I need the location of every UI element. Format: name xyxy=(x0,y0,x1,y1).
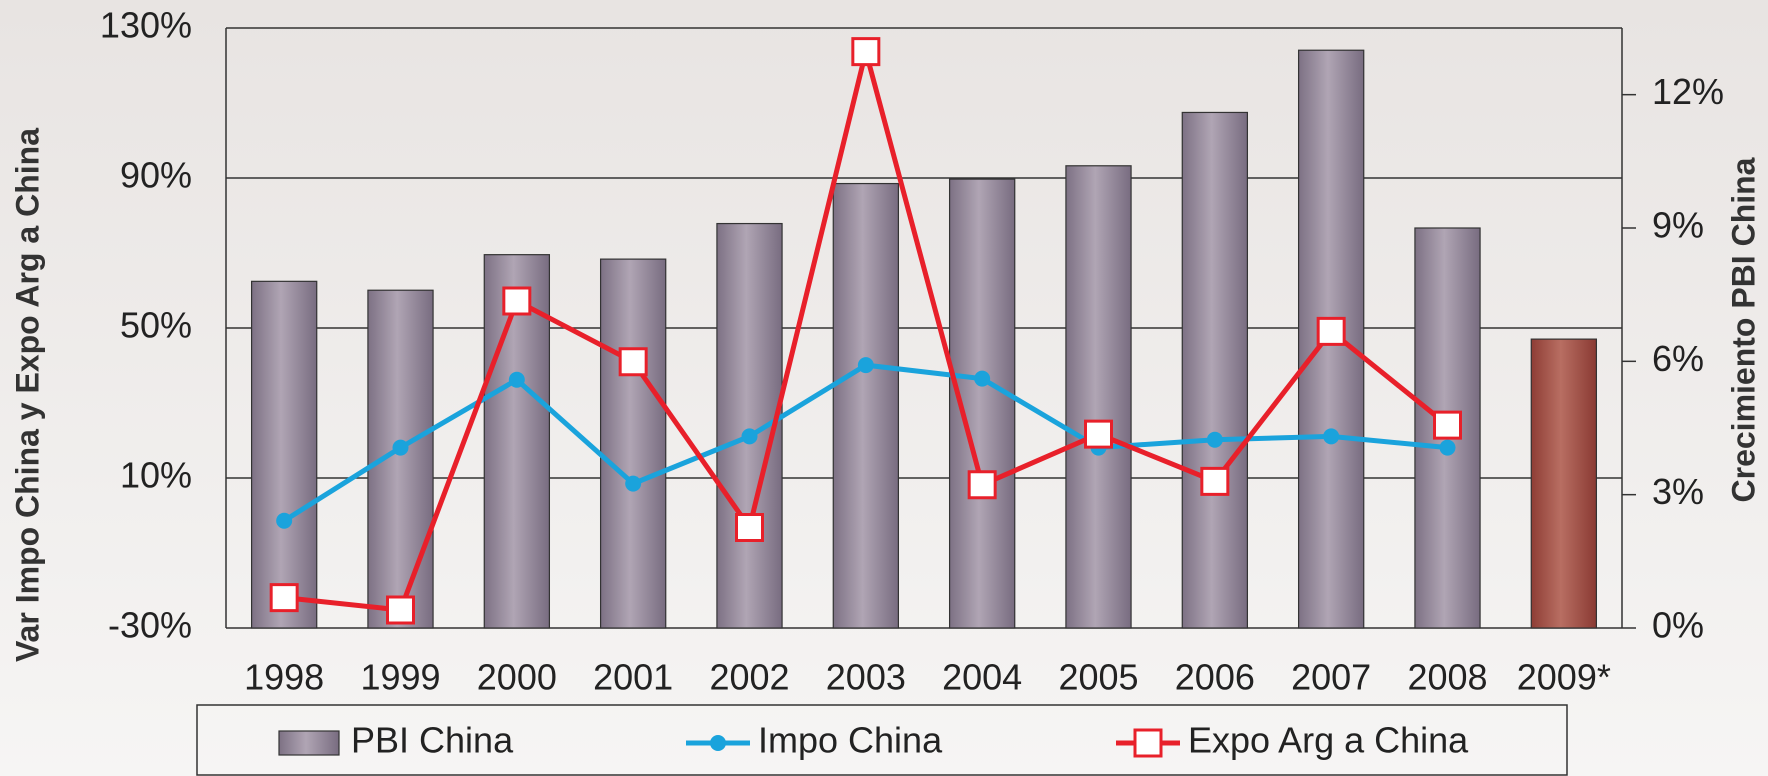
x-tick-label: 2008 xyxy=(1407,657,1487,698)
x-tick-label: 2002 xyxy=(709,657,789,698)
y2-tick-label: 12% xyxy=(1652,71,1724,112)
point xyxy=(276,512,293,529)
x-tick-label: 2007 xyxy=(1291,657,1371,698)
point xyxy=(967,470,997,500)
point xyxy=(386,595,415,625)
point xyxy=(1316,316,1346,346)
legend-marker xyxy=(1133,728,1163,758)
y2-tick-label: 9% xyxy=(1652,205,1704,246)
point xyxy=(1084,419,1113,449)
bar xyxy=(1181,111,1249,629)
x-tick-label: 2004 xyxy=(942,657,1022,698)
y2-tick-label: 0% xyxy=(1652,605,1704,646)
x-tick-label: 1998 xyxy=(244,657,324,698)
legend-box xyxy=(196,704,1568,776)
legend-label: Expo Arg a China xyxy=(1188,720,1469,761)
point xyxy=(1433,410,1462,440)
legend-swatch xyxy=(278,730,340,756)
y2-tick-label: 6% xyxy=(1652,338,1704,379)
point xyxy=(857,357,874,374)
legend-label: PBI China xyxy=(351,720,514,761)
bar xyxy=(832,182,900,629)
bar xyxy=(250,280,318,629)
x-tick-label: 1999 xyxy=(360,657,440,698)
point xyxy=(1200,466,1230,496)
bar xyxy=(483,254,551,629)
y-tick-label: 50% xyxy=(120,305,192,346)
bar xyxy=(1065,165,1132,629)
y2-axis-title: Crecimiento PBI China xyxy=(1725,157,1761,502)
point xyxy=(741,428,758,445)
point xyxy=(1323,428,1340,445)
bar xyxy=(599,258,667,629)
legend-marker xyxy=(710,735,726,751)
point xyxy=(618,347,648,377)
point xyxy=(508,371,525,388)
legend-label: Impo China xyxy=(758,720,943,761)
point xyxy=(392,439,409,456)
point xyxy=(1439,439,1456,456)
point xyxy=(735,513,764,542)
y-tick-label: -30% xyxy=(108,605,192,646)
y-tick-label: 130% xyxy=(100,5,192,46)
x-tick-label: 2001 xyxy=(593,657,673,698)
x-tick-label: 2003 xyxy=(826,657,906,698)
y-axis-title: Var Impo China y Expo Arg a China xyxy=(9,128,45,662)
y2-tick-label: 3% xyxy=(1652,471,1704,512)
point xyxy=(1206,431,1223,448)
point xyxy=(625,475,642,492)
point xyxy=(502,286,532,316)
x-tick-label: 2000 xyxy=(477,657,557,698)
y-tick-label: 10% xyxy=(120,455,192,496)
bar xyxy=(1530,338,1598,629)
x-tick-label: 2009* xyxy=(1517,657,1611,698)
y-tick-label: 90% xyxy=(120,155,192,196)
point xyxy=(974,370,991,387)
x-tick-label: 2005 xyxy=(1058,657,1138,698)
x-tick-label: 2006 xyxy=(1175,657,1255,698)
point xyxy=(851,37,881,67)
point xyxy=(269,583,299,613)
